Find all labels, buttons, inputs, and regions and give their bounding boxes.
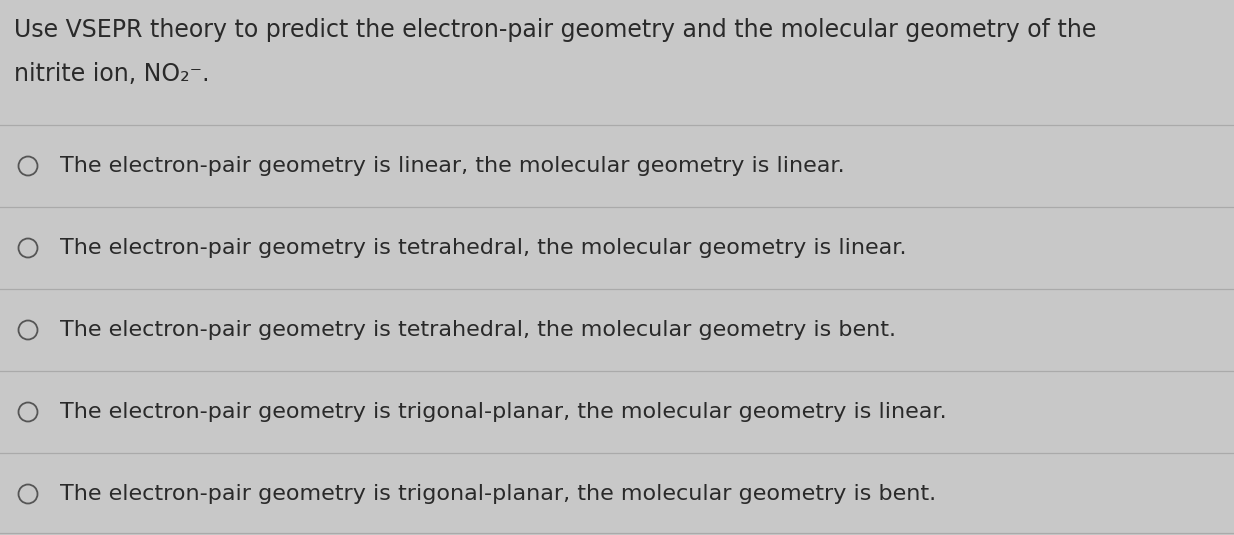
Text: The electron-pair geometry is trigonal-planar, the molecular geometry is linear.: The electron-pair geometry is trigonal-p… <box>60 402 946 422</box>
Text: The electron-pair geometry is tetrahedral, the molecular geometry is linear.: The electron-pair geometry is tetrahedra… <box>60 238 907 258</box>
Text: Use VSEPR theory to predict the electron-pair geometry and the molecular geometr: Use VSEPR theory to predict the electron… <box>14 18 1096 42</box>
Text: The electron-pair geometry is tetrahedral, the molecular geometry is bent.: The electron-pair geometry is tetrahedra… <box>60 320 896 340</box>
Text: nitrite ion, NO₂⁻.: nitrite ion, NO₂⁻. <box>14 62 210 86</box>
Text: The electron-pair geometry is trigonal-planar, the molecular geometry is bent.: The electron-pair geometry is trigonal-p… <box>60 484 937 504</box>
Text: The electron-pair geometry is linear, the molecular geometry is linear.: The electron-pair geometry is linear, th… <box>60 156 844 176</box>
